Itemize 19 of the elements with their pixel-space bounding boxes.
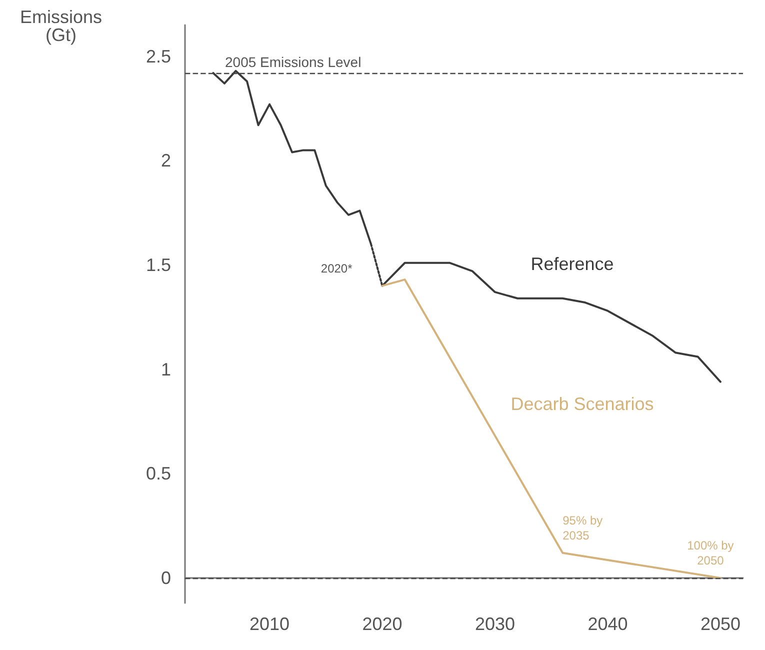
y-tick-label: 2.5 xyxy=(146,46,171,66)
y-tick-label: 1.5 xyxy=(146,254,171,275)
x-tick-label: 2050 xyxy=(700,614,740,634)
y-tick-label: 2 xyxy=(160,150,171,171)
series-label: Reference xyxy=(530,254,614,274)
line-series xyxy=(381,278,722,579)
annotation: 100% by 2050 xyxy=(687,538,734,568)
ref-line-label: 2005 Emissions Level xyxy=(225,54,362,70)
y-tick-label: 0 xyxy=(160,568,171,588)
x-tick-label: 2030 xyxy=(474,614,516,634)
y-tick-label: 0.5 xyxy=(146,464,171,484)
y-tick-label: 1 xyxy=(160,359,171,380)
x-tick-label: 2010 xyxy=(250,614,290,634)
annotation: 95% by 2035 xyxy=(562,513,603,542)
x-tick-label: 2020 xyxy=(362,614,402,634)
y-axis-title: Emissions (Gt) xyxy=(20,7,102,45)
series-label: Decarb Scenarios xyxy=(510,394,654,414)
x-tick-label: 2040 xyxy=(588,614,628,634)
annotation: 2020* xyxy=(320,261,353,276)
